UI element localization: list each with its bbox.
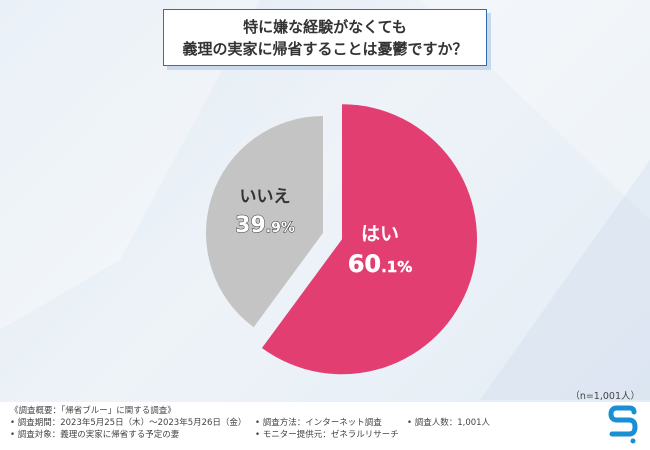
survey-footer: 《調査概要：「帰省ブルー」に関する調査》 • 調査期間：2023年5月25日（木… (0, 402, 650, 450)
chart-title: 特に嫌な経験がなくても 義理の実家に帰省することは憂鬱ですか？ (163, 9, 487, 66)
survey-respondents: • 調査人数：1,001人 (407, 418, 491, 428)
slice-label-no: いいえ (240, 187, 291, 207)
survey-method: • 調査方法：インターネット調査 (255, 418, 382, 428)
survey-provider: • モニター提供元：ゼネラルリサーチ (255, 430, 399, 440)
survey-target: • 調査対象：義理の実家に帰省する予定の妻 (10, 430, 180, 440)
survey-period: • 調査期間：2023年5月25日（木）～2023年5月26日（金） (10, 418, 247, 428)
title-line-2: 義理の実家に帰省することは憂鬱ですか？ (182, 39, 468, 58)
pie-chart: はい 60.1% いいえ 39.9% (206, 104, 478, 375)
sample-size: （n=1,001人） (570, 391, 640, 402)
slice-value-no: 39.9% (235, 213, 295, 238)
title-line-1: 特に嫌な経験がなくても (243, 17, 407, 36)
slice-label-yes: はい (361, 223, 399, 245)
pie-slice-no (206, 116, 323, 328)
pie-slice-yes (261, 104, 478, 375)
slice-value-yes: 60.1% (348, 250, 413, 278)
survey-overview: 《調査概要：「帰省ブルー」に関する調査》 (10, 406, 176, 416)
company-logo (608, 405, 638, 444)
